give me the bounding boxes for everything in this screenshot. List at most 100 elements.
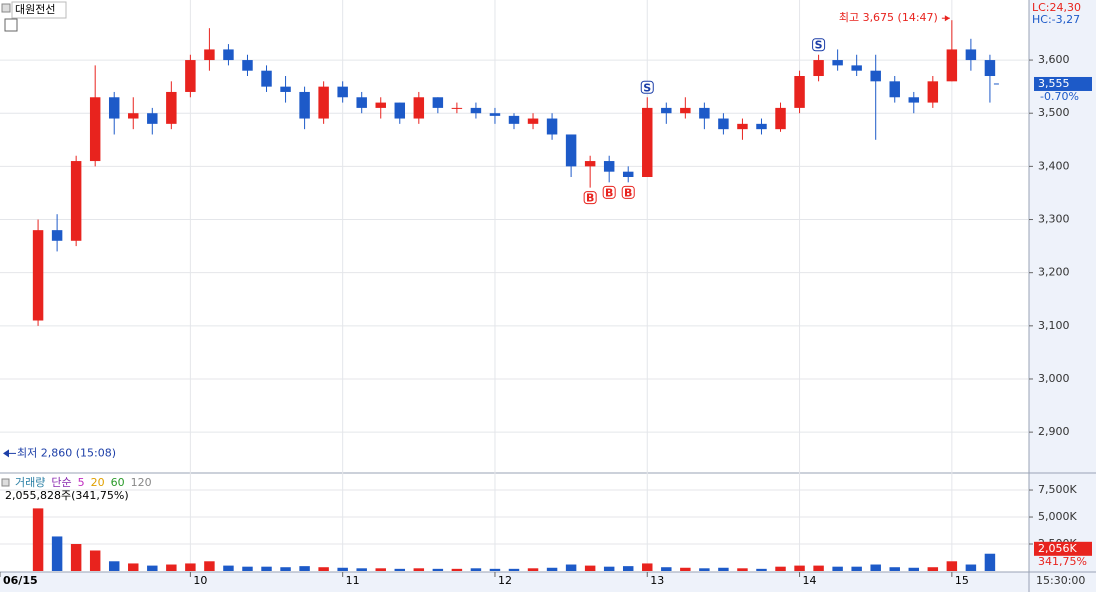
volume-bar <box>185 563 196 571</box>
candle-body <box>451 107 463 109</box>
y-tick-label: 3,500 <box>1038 106 1070 119</box>
volume-legend: 20 <box>91 476 105 489</box>
last-volume-box <box>1034 541 1092 556</box>
candle-body <box>32 230 44 321</box>
candle-body <box>432 97 444 108</box>
volume-bar <box>661 567 672 571</box>
candle-body <box>927 81 939 103</box>
volume-bar <box>889 567 900 571</box>
volume-bar <box>108 561 120 571</box>
y-tick-label: 3,100 <box>1038 319 1070 332</box>
volume-bar <box>546 567 558 571</box>
candle-body <box>337 86 348 98</box>
volume-bar <box>356 568 367 571</box>
volume-bar <box>680 567 691 571</box>
volume-bar <box>622 566 634 571</box>
candle-body <box>394 102 406 119</box>
volume-legend: 거래량 <box>15 476 45 489</box>
candle-body <box>832 60 843 66</box>
candle-body <box>546 118 558 135</box>
pane-icon[interactable] <box>1 478 10 487</box>
candle-body <box>661 107 672 114</box>
price-axis-bg <box>1029 0 1096 592</box>
signal-label: B <box>605 186 613 199</box>
volume-bar <box>451 568 463 571</box>
candle-body <box>642 107 653 177</box>
annotation-arrowhead <box>944 15 950 22</box>
candle-body <box>984 60 996 77</box>
volume-bar <box>756 568 767 571</box>
pane-icon[interactable] <box>1 3 11 13</box>
candle-body <box>185 60 196 92</box>
volume-legend: 단순 <box>51 476 71 489</box>
candle-body <box>204 49 215 61</box>
candle-body <box>775 107 786 130</box>
candle-body <box>147 113 158 124</box>
candle-body <box>870 70 881 82</box>
x-tick-label: 10 <box>193 574 207 587</box>
volume-bar <box>965 564 977 571</box>
volume-bar <box>337 567 348 571</box>
volume-bar <box>70 544 82 571</box>
volume-bar <box>204 561 215 571</box>
y-tick-label: 3,600 <box>1038 53 1070 66</box>
candle-body <box>794 76 805 108</box>
low-annotation: 최저 2,860 (15:08) <box>17 446 116 459</box>
volume-bar <box>394 568 406 571</box>
volume-bar <box>718 567 729 571</box>
volume-bar <box>223 565 234 571</box>
volume-bar <box>508 568 520 571</box>
last-price-label: 3,555 <box>1038 77 1070 90</box>
last-change-label: -0.70% <box>1040 90 1079 103</box>
table-icon[interactable] <box>4 18 18 32</box>
candle-body <box>851 65 862 71</box>
y-tick-label: 3,200 <box>1038 266 1070 279</box>
signal-marker <box>812 38 826 52</box>
signal-label: B <box>586 192 594 205</box>
candle-body <box>965 49 977 61</box>
signal-label: B <box>624 186 632 199</box>
candle-body <box>242 60 253 71</box>
volume-bar <box>908 567 920 571</box>
candle-body <box>166 91 177 124</box>
candle-body <box>565 134 577 167</box>
lc-label: LC:24,30 <box>1032 1 1081 14</box>
signal-marker <box>583 191 597 205</box>
volume-bar <box>794 565 805 571</box>
candle-body <box>108 97 120 119</box>
signal-marker <box>621 185 635 199</box>
volume-bar <box>584 565 596 571</box>
volume-bar <box>851 566 862 571</box>
candle-body <box>261 70 272 87</box>
signal-marker <box>602 185 616 199</box>
y-tick-label: 3,000 <box>1038 372 1070 385</box>
volume-bar <box>375 568 386 571</box>
high-annotation: 최고 3,675 (14:47) <box>839 11 938 24</box>
candle-body <box>299 91 310 119</box>
signal-label: S <box>643 81 651 94</box>
candle-body <box>527 118 539 124</box>
candle-body <box>603 161 615 172</box>
volume-bar <box>51 536 63 571</box>
candle-body <box>680 107 691 114</box>
volume-summary: 2,055,828주(341,75%) <box>5 489 129 502</box>
volume-bar <box>870 564 881 571</box>
candle-body <box>813 60 824 77</box>
signal-label: S <box>815 39 823 52</box>
volume-tick-label: 5,000K <box>1038 510 1077 523</box>
volume-bar <box>413 568 425 571</box>
candle-body <box>318 86 329 119</box>
candle-body <box>508 115 520 124</box>
candle-body <box>718 118 729 130</box>
candle-body <box>584 161 596 167</box>
last-volume-ratio: 341,75% <box>1038 555 1087 568</box>
time-label: 15:30:00 <box>1036 574 1085 587</box>
volume-bar <box>775 566 786 571</box>
candle-body <box>470 107 482 114</box>
last-volume-label: 2,056K <box>1038 542 1077 555</box>
volume-bar <box>565 564 577 571</box>
volume-bar <box>737 568 748 571</box>
volume-bar <box>128 563 139 571</box>
candle-body <box>89 97 101 162</box>
